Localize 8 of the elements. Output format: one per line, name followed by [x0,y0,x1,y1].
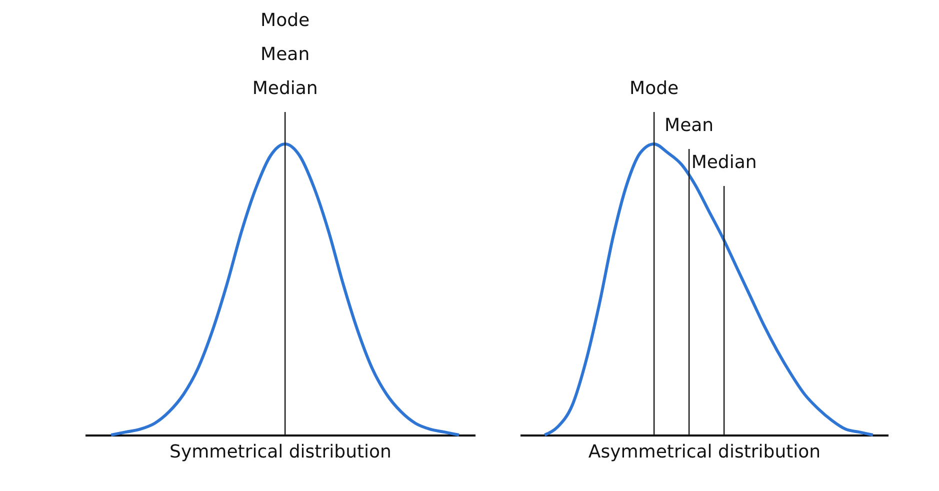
text: Mean [664,115,714,136]
text: Mean [260,44,310,65]
text: Mode [630,78,679,99]
x-axis-title: Asymmetrical distribution [588,442,821,462]
x-axis-title: Symmetrical distribution [170,442,392,462]
text: Median [252,78,318,99]
text: Mode [260,10,310,31]
annotation: Median [691,152,757,173]
